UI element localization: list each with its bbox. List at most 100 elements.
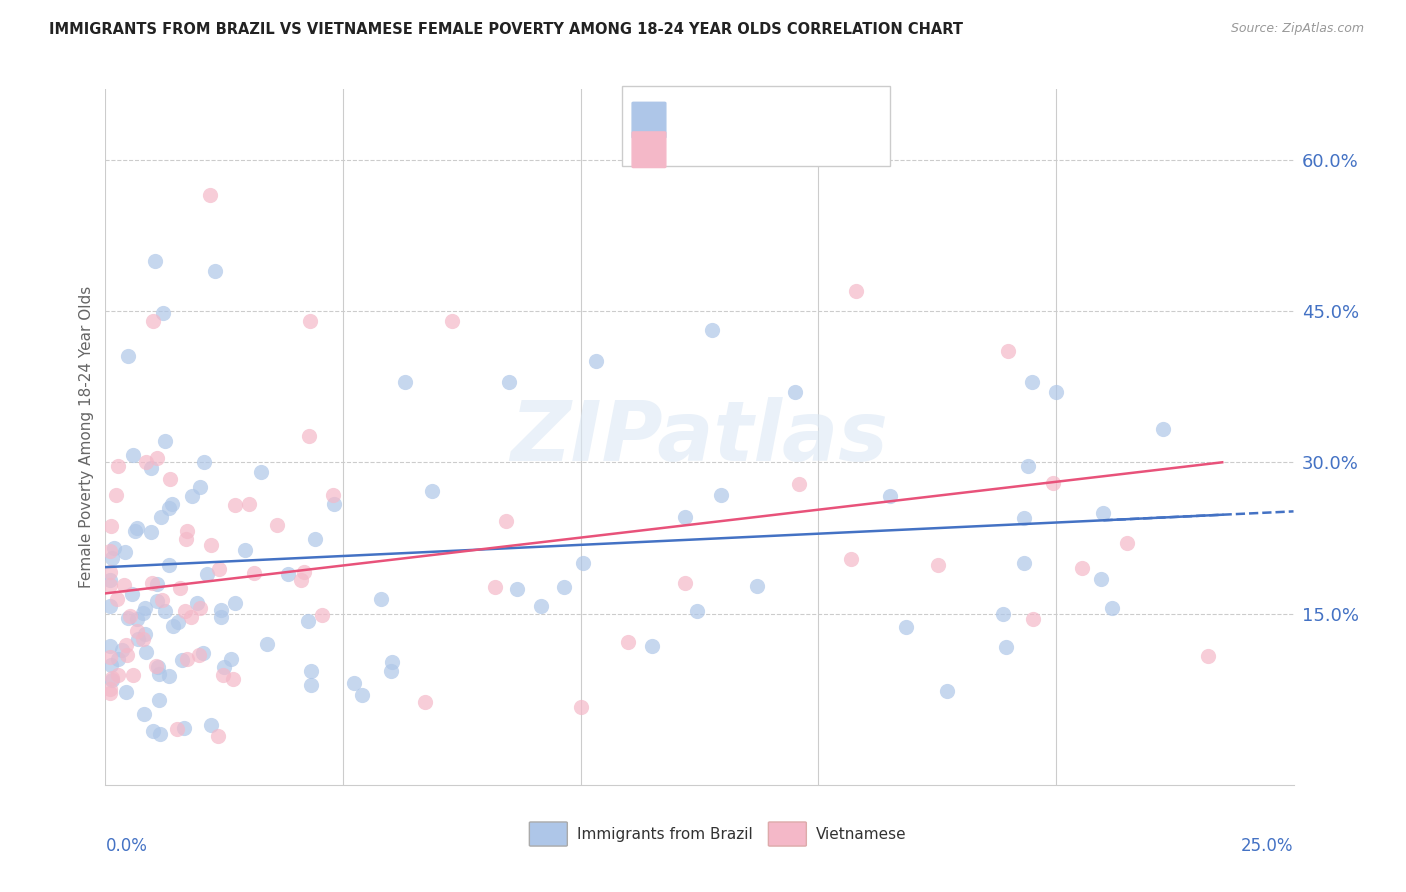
Point xyxy=(553,580,575,594)
Text: R =: R = xyxy=(676,112,711,129)
Point xyxy=(641,640,664,654)
Point xyxy=(927,558,949,572)
Point xyxy=(1116,536,1139,550)
Point xyxy=(710,488,733,502)
Point xyxy=(107,668,129,682)
Point xyxy=(212,668,235,682)
Point xyxy=(176,524,198,538)
Point xyxy=(1152,422,1174,436)
Point xyxy=(146,594,169,608)
Point xyxy=(100,671,122,685)
Text: N =: N = xyxy=(768,112,804,129)
Point xyxy=(1017,458,1039,473)
Point xyxy=(995,640,1018,654)
Point xyxy=(343,676,366,690)
Point xyxy=(98,599,121,614)
Point xyxy=(1101,601,1123,615)
Point xyxy=(1092,506,1115,520)
Point xyxy=(530,599,553,613)
Point xyxy=(297,614,319,628)
Point xyxy=(149,727,172,741)
Text: 0.0%: 0.0% xyxy=(105,837,148,855)
Point xyxy=(146,577,169,591)
Point xyxy=(162,619,184,633)
Point xyxy=(135,645,157,659)
Point xyxy=(845,284,868,298)
Point xyxy=(122,668,145,682)
Point xyxy=(783,384,806,399)
Point xyxy=(322,488,344,502)
Point xyxy=(127,632,149,647)
Point xyxy=(1070,561,1092,575)
Point xyxy=(311,608,333,623)
Text: 102: 102 xyxy=(803,112,837,129)
Point xyxy=(146,451,169,466)
Point xyxy=(571,556,593,570)
Point xyxy=(117,610,139,624)
Point xyxy=(208,562,231,576)
Point xyxy=(166,722,188,736)
Point xyxy=(107,652,129,666)
Point xyxy=(169,581,191,595)
Text: N =: N = xyxy=(768,141,804,159)
Point xyxy=(569,700,592,714)
Text: IMMIGRANTS FROM BRAZIL VS VIETNAMESE FEMALE POVERTY AMONG 18-24 YEAR OLDS CORREL: IMMIGRANTS FROM BRAZIL VS VIETNAMESE FEM… xyxy=(49,22,963,37)
Point xyxy=(134,600,156,615)
Point xyxy=(98,650,121,665)
Point xyxy=(176,652,198,666)
Point xyxy=(1012,511,1035,525)
Point xyxy=(100,682,122,697)
Text: Immigrants from Brazil: Immigrants from Brazil xyxy=(578,827,754,841)
Point xyxy=(142,724,165,739)
Point xyxy=(153,434,176,448)
Point xyxy=(132,632,155,647)
Point xyxy=(125,612,148,626)
Point xyxy=(1012,556,1035,570)
Point xyxy=(105,592,128,607)
Point xyxy=(839,552,862,566)
Point xyxy=(894,620,917,634)
Point xyxy=(142,314,165,328)
Point xyxy=(105,488,128,502)
Point xyxy=(484,581,506,595)
Point xyxy=(134,706,156,721)
Point xyxy=(380,664,402,678)
Point xyxy=(200,538,222,552)
Point xyxy=(675,575,697,590)
Point xyxy=(117,349,139,363)
Point xyxy=(394,375,416,389)
Point xyxy=(150,593,173,607)
Point xyxy=(157,558,180,573)
Point xyxy=(141,576,163,591)
Text: Source: ZipAtlas.com: Source: ZipAtlas.com xyxy=(1230,22,1364,36)
Point xyxy=(125,624,148,638)
Point xyxy=(112,578,135,592)
Point xyxy=(209,610,232,624)
Point xyxy=(789,477,811,491)
Point xyxy=(298,428,321,442)
Y-axis label: Female Poverty Among 18-24 Year Olds: Female Poverty Among 18-24 Year Olds xyxy=(79,286,94,588)
Point xyxy=(148,692,170,706)
Point xyxy=(186,596,208,610)
Point xyxy=(935,683,957,698)
Point xyxy=(115,685,138,699)
Point xyxy=(115,648,138,662)
Point xyxy=(441,314,464,328)
Point xyxy=(495,514,517,528)
Point xyxy=(207,729,229,743)
Point xyxy=(200,718,222,732)
Point xyxy=(191,646,214,660)
Point xyxy=(243,566,266,580)
Point xyxy=(304,532,326,546)
Point xyxy=(149,510,172,524)
Point xyxy=(209,603,232,617)
Point xyxy=(98,574,121,588)
Point xyxy=(120,609,142,624)
Point xyxy=(233,543,256,558)
Point xyxy=(370,591,392,606)
Point xyxy=(1090,572,1112,586)
Point xyxy=(173,604,195,618)
Point xyxy=(1197,648,1219,663)
Point xyxy=(98,544,121,558)
Point xyxy=(221,672,243,686)
